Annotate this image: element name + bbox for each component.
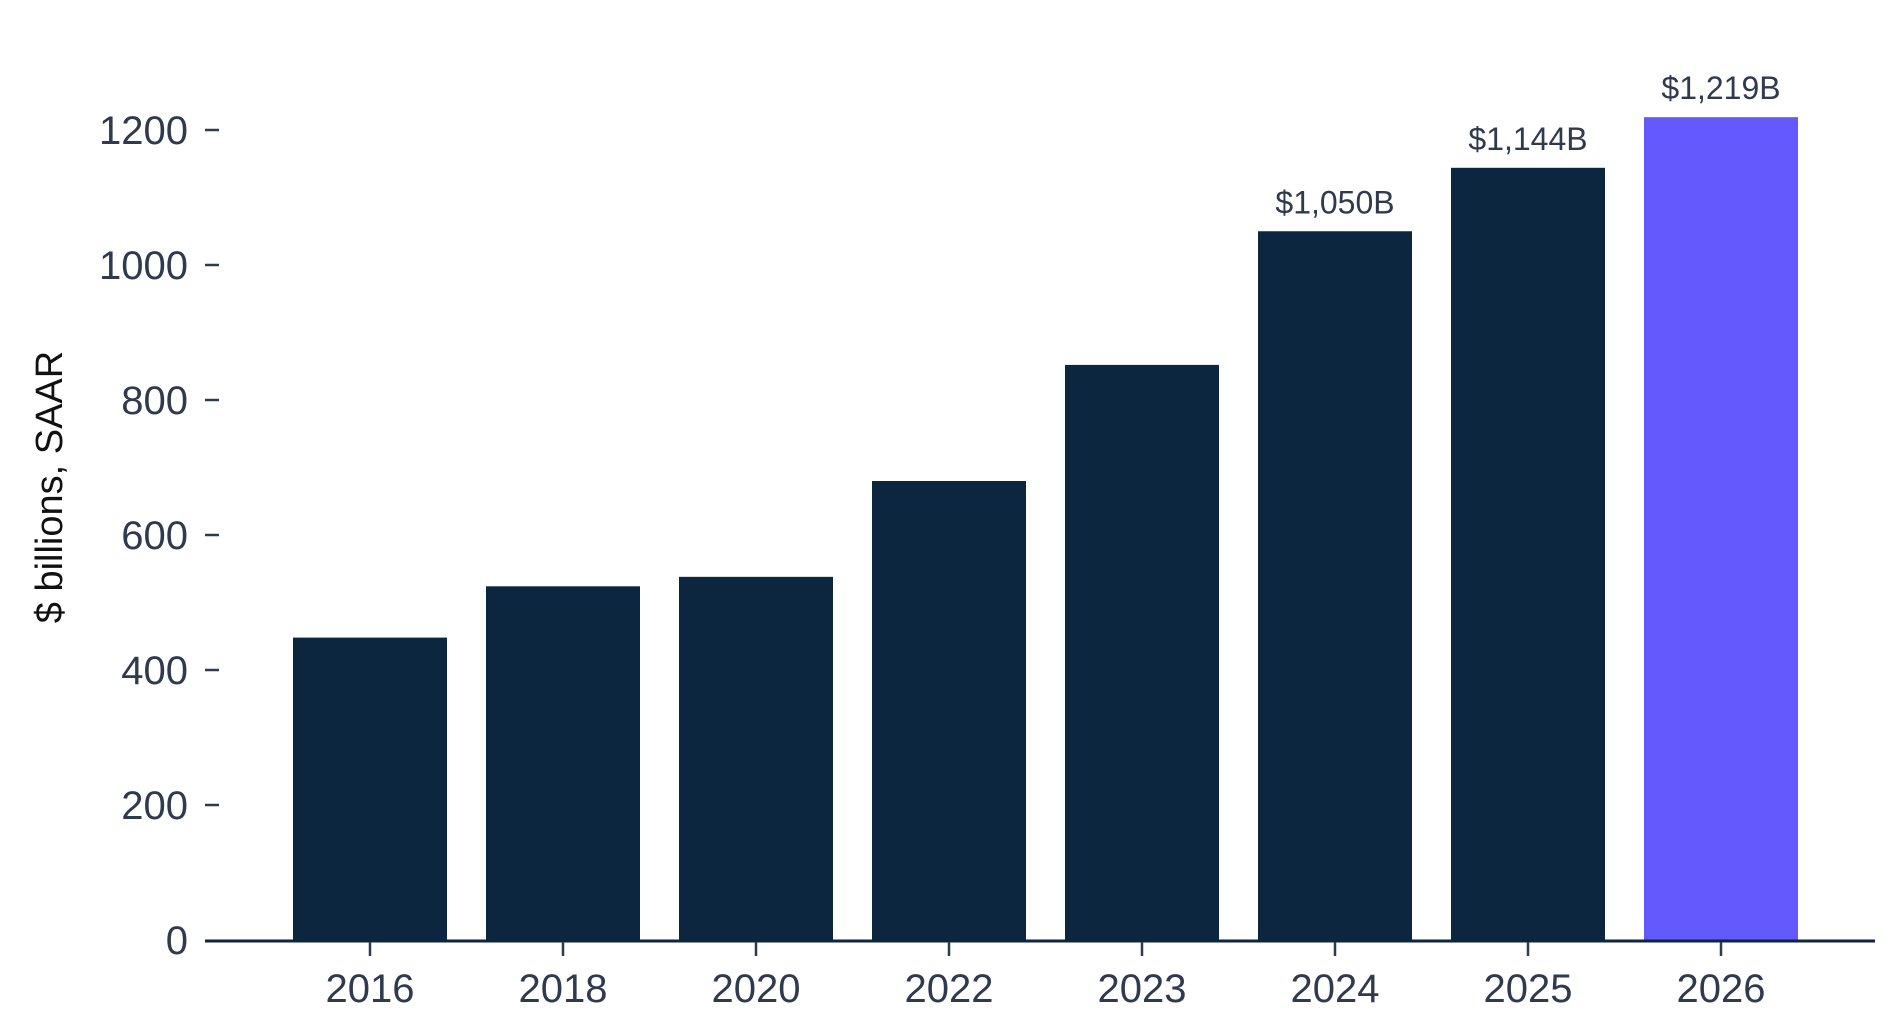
y-axis-title: $ billions, SAAR: [29, 351, 71, 623]
y-tick-label: 0: [166, 919, 188, 963]
bar-2018: [486, 586, 640, 940]
y-tick-label: 1200: [99, 109, 188, 153]
bars: [293, 117, 1798, 941]
x-tick-label: 2018: [519, 967, 608, 1011]
bar-2022: [872, 481, 1026, 940]
x-tick-label: 2025: [1484, 967, 1573, 1011]
y-tick-label: 1000: [99, 244, 188, 288]
x-tick-label: 2024: [1291, 967, 1380, 1011]
data-labels: $1,050B $1,144B $1,219B: [1275, 70, 1780, 220]
x-axis: 2016 2018 2020 2022 2023 2024 2025 2026: [205, 939, 1875, 1011]
bar-2016: [293, 637, 447, 940]
y-tick-label: 200: [121, 784, 188, 828]
x-tick-label: 2022: [905, 967, 994, 1011]
bar-2020: [679, 576, 833, 940]
data-label-2026: $1,219B: [1661, 70, 1780, 106]
x-tick-label: 2026: [1677, 967, 1766, 1011]
x-tick-label: 2023: [1098, 967, 1187, 1011]
y-tick-label: 600: [121, 514, 188, 558]
y-tick-label: 400: [121, 649, 188, 693]
data-label-2024: $1,050B: [1275, 184, 1394, 220]
bar-2023: [1065, 364, 1219, 940]
x-tick-label: 2020: [712, 967, 801, 1011]
y-axis: 0 200 400 600 800 1000 1200: [99, 109, 219, 963]
data-label-2025: $1,144B: [1468, 121, 1587, 157]
bar-2024: [1258, 231, 1412, 940]
bar-2026: [1644, 117, 1798, 941]
y-tick-label: 800: [121, 379, 188, 423]
bar-2025: [1451, 167, 1605, 941]
x-tick-label: 2016: [326, 967, 415, 1011]
